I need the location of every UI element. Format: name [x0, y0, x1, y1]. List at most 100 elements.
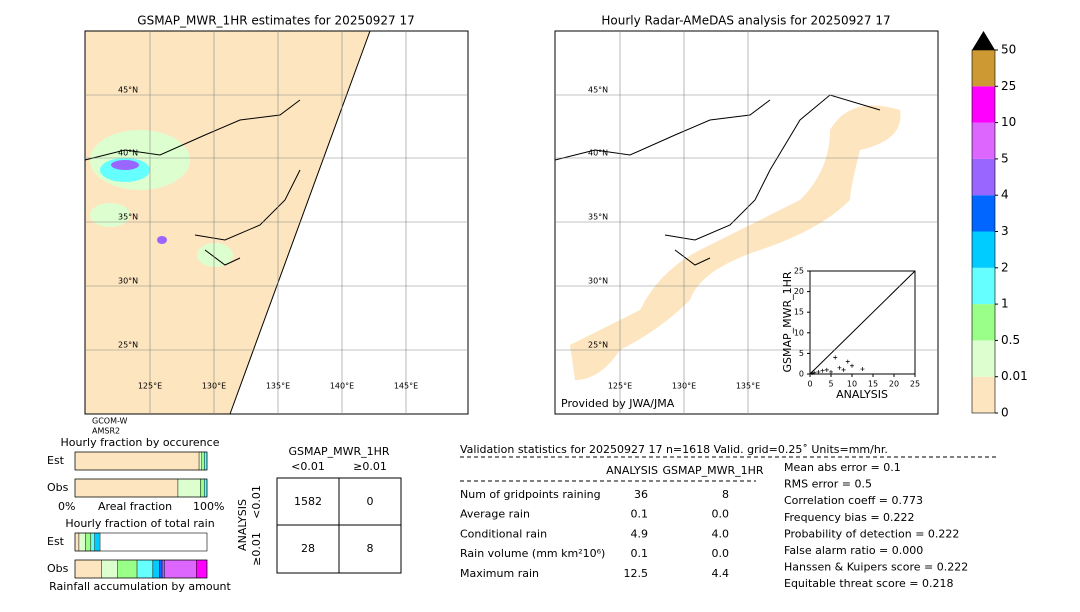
row-title: ANALYSIS — [236, 499, 249, 551]
score: RMS error = 0.5 — [784, 478, 872, 491]
lon-label: 140°E — [330, 382, 354, 391]
row-header: ≥0.01 — [250, 532, 263, 566]
panel-title: Hourly fraction by occurence — [61, 436, 220, 449]
point — [824, 367, 829, 372]
row-label: Est — [47, 535, 65, 548]
colorbar-extend — [972, 31, 995, 50]
column-header: GSMAP_MWR_1HR — [662, 464, 763, 477]
score: Hanssen & Kuipers score = 0.222 — [784, 561, 968, 574]
table-cell: 28 — [301, 542, 315, 555]
y-tick-label: 10 — [794, 328, 804, 337]
score: Correlation coeff = 0.773 — [784, 494, 923, 507]
stat-value: 4.0 — [712, 527, 730, 540]
y-tick-label: 20 — [794, 287, 804, 296]
coastline — [554, 94, 881, 266]
colorbar-label: 50 — [1001, 43, 1016, 57]
table-cell: 0 — [367, 495, 374, 508]
satellite: GCOM-W — [92, 417, 128, 426]
stat-value: 0.1 — [631, 508, 649, 521]
lat-label: 25°N — [118, 341, 138, 350]
point — [841, 367, 846, 372]
fraction-segment — [164, 559, 197, 579]
lat-label: 40°N — [118, 149, 138, 158]
point — [829, 369, 833, 374]
lon-label: 135°E — [266, 382, 290, 391]
x-tick-label: 10 — [847, 380, 857, 389]
stat-name: Conditional rain — [460, 527, 547, 540]
fraction-segment — [74, 478, 179, 498]
y-tick-label: 5 — [799, 349, 804, 358]
colorbar-segment — [972, 304, 995, 341]
swath — [85, 31, 370, 414]
score: Probability of detection = 0.222 — [784, 527, 959, 540]
point — [820, 368, 825, 373]
colorbar-segment — [972, 267, 995, 305]
lon-label: 130°E — [202, 382, 226, 391]
stat-name: Average rain — [460, 508, 530, 521]
point — [850, 363, 854, 368]
y-tick-label: 15 — [794, 308, 804, 317]
stat-value: 0.0 — [712, 547, 730, 560]
x-tick-label: 15 — [868, 380, 878, 389]
row-header: <0.01 — [250, 485, 263, 519]
bar-frame — [74, 532, 208, 552]
score: Mean abs error = 0.1 — [784, 461, 901, 474]
fraction-segment — [74, 532, 80, 552]
fraction-segment — [85, 532, 92, 552]
x-tick-label: 5 — [828, 380, 833, 389]
fraction-segment — [90, 532, 95, 552]
y-tick-label: 25 — [794, 267, 804, 276]
satellite: AMSR2 — [92, 427, 120, 436]
lon-label: 125°E — [138, 382, 162, 391]
colorbar-label: 2 — [1001, 260, 1009, 274]
stat-value: 8 — [722, 488, 729, 501]
fraction-segment — [74, 451, 200, 471]
panel-title: Hourly fraction of total rain — [65, 517, 214, 530]
colorbar-segment — [972, 50, 995, 87]
analysis-area — [570, 105, 901, 380]
point — [816, 369, 821, 374]
colorbar-label: 3 — [1001, 224, 1009, 238]
colorbar-segment — [972, 376, 995, 413]
axis-label: 100% — [193, 500, 224, 513]
row-label: Obs — [47, 562, 69, 575]
colorbar-label: 5 — [1001, 151, 1009, 165]
table-title: GSMAP_MWR_1HR — [288, 445, 389, 458]
fraction-segment — [161, 559, 165, 579]
coastline — [84, 99, 301, 266]
y-axis-label: GSMAP_MWR_1HR — [781, 271, 794, 372]
colorbar-label: 0.5 — [1001, 333, 1020, 347]
panel-footer: Rainfall accumulation by amount — [49, 580, 231, 593]
colorbar-segment — [972, 195, 995, 232]
fraction-segment — [200, 478, 205, 498]
colorbar-segment — [972, 158, 995, 196]
colorbar-label: 4 — [1001, 188, 1009, 202]
stat-name: Rain volume (mm km²10⁶) — [460, 547, 605, 560]
column-header: <0.01 — [291, 460, 325, 473]
colorbar-label: 0 — [1001, 406, 1009, 420]
lat-label: 30°N — [118, 277, 138, 286]
diagonal — [809, 270, 916, 375]
colorbar-label: 0.01 — [1001, 369, 1028, 383]
fraction-segment — [101, 559, 118, 579]
stat-value: 4.4 — [712, 567, 730, 580]
fraction-segment — [159, 559, 163, 579]
fraction-segment — [152, 559, 160, 579]
lat-label: 45°N — [118, 86, 138, 95]
colorbar-label: 10 — [1001, 115, 1016, 129]
axis-label: 0% — [58, 500, 75, 513]
map-title: GSMAP_MWR_1HR estimates for 20250927 17 — [137, 14, 414, 28]
fraction-segment — [177, 478, 201, 498]
score: False alarm ratio = 0.000 — [784, 544, 923, 557]
bar-frame — [74, 559, 208, 579]
point — [845, 359, 850, 364]
lat-label: 35°N — [588, 213, 608, 222]
stat-name: Num of gridpoints raining — [460, 488, 601, 501]
table-cell: 1582 — [294, 495, 322, 508]
fraction-segment — [196, 559, 208, 579]
colorbar-label: 1 — [1001, 297, 1009, 311]
point — [833, 355, 838, 360]
stat-value: 0.0 — [712, 508, 730, 521]
fraction-segment — [74, 559, 102, 579]
point — [810, 371, 815, 376]
